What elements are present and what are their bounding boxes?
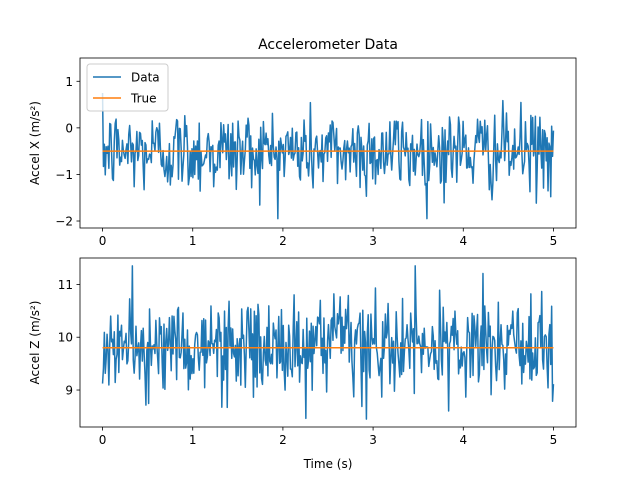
x-tick-label: 4 bbox=[459, 234, 467, 248]
series-line-data bbox=[101, 265, 555, 420]
top-subplot-accel-x: 0 1 2 3 4 5 −2 −1 0 1 Accelerometer Data Accel X (m… bbox=[28, 37, 577, 248]
x-tick-label: 5 bbox=[550, 234, 558, 248]
legend-label-true: True bbox=[130, 92, 157, 106]
plot-area bbox=[101, 92, 555, 220]
y-tick-label: 0 bbox=[65, 121, 73, 135]
x-tick-label: 1 bbox=[189, 433, 197, 447]
x-tick-label: 5 bbox=[550, 433, 558, 447]
y-tick-label: 11 bbox=[58, 278, 73, 292]
y-tick-label: 10 bbox=[58, 331, 73, 345]
y-tick-label: 1 bbox=[65, 75, 73, 89]
y-tick-label: −2 bbox=[55, 215, 73, 229]
axes-frame bbox=[79, 257, 577, 428]
y-axis-label: Accel Z (m/s²) bbox=[28, 301, 42, 385]
x-tick-label: 2 bbox=[279, 433, 287, 447]
chart-title: Accelerometer Data bbox=[258, 37, 398, 53]
legend-box bbox=[86, 63, 169, 112]
axes-frame bbox=[79, 57, 577, 229]
x-tick-label: 3 bbox=[369, 234, 377, 248]
x-axis-label: Time (s) bbox=[303, 457, 353, 471]
y-tick-label: −1 bbox=[55, 168, 73, 182]
x-tick-label: 2 bbox=[279, 234, 287, 248]
y-tick-label: 9 bbox=[65, 384, 73, 398]
series-line-data bbox=[101, 92, 555, 220]
x-tick-label: 4 bbox=[459, 433, 467, 447]
x-tick-label: 0 bbox=[99, 433, 107, 447]
y-axis-label: Accel X (m/s²) bbox=[28, 101, 42, 185]
x-tick-label: 1 bbox=[189, 234, 197, 248]
legend-label-data: Data bbox=[131, 71, 160, 85]
bottom-subplot-accel-z: 0 1 2 3 4 5 9 10 11 Time (s) Accel Z (m/s²) bbox=[28, 257, 577, 471]
plot-area bbox=[101, 265, 555, 420]
legend: Data True bbox=[86, 63, 169, 112]
x-tick-label: 0 bbox=[99, 234, 107, 248]
x-tick-label: 3 bbox=[369, 433, 377, 447]
